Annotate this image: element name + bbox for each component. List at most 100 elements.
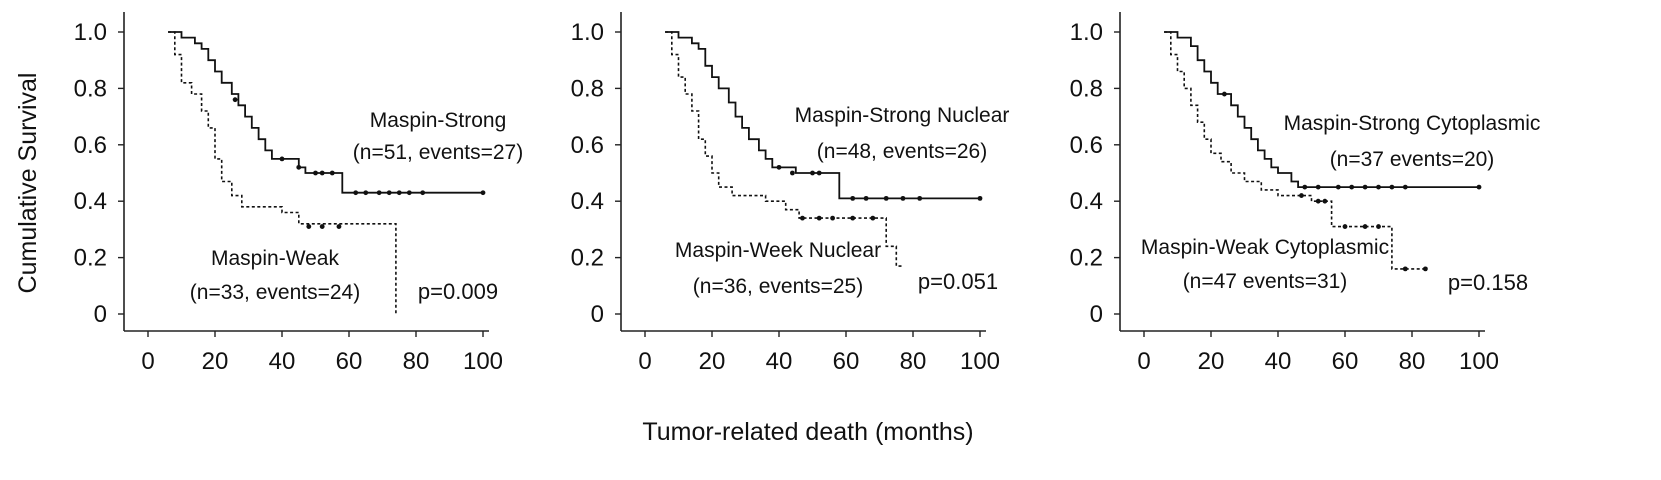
censor-mark xyxy=(977,195,983,201)
censor-mark xyxy=(386,190,392,196)
censor-mark xyxy=(1376,224,1381,229)
x-tick-label: 40 xyxy=(269,348,296,375)
censor-mark xyxy=(790,170,795,176)
y-tick-label: 1.0 xyxy=(571,19,604,46)
x-tick-label: 80 xyxy=(403,348,430,375)
censor-mark xyxy=(1302,184,1308,190)
censor-mark xyxy=(296,164,302,170)
y-tick-label: 0.6 xyxy=(1070,132,1103,159)
censor-mark xyxy=(329,170,335,176)
strong-survival-curve xyxy=(1164,31,1479,188)
x-tick-label: 100 xyxy=(1459,348,1499,375)
weak-survival-curve xyxy=(168,31,397,314)
censor-mark xyxy=(1222,91,1227,97)
censor-mark xyxy=(1349,184,1355,190)
censor-mark xyxy=(319,170,325,176)
censor-mark xyxy=(900,195,906,201)
censor-mark xyxy=(1476,184,1482,190)
weak-series-stats: (n=47 events=31) xyxy=(1183,270,1348,293)
censor-mark xyxy=(406,190,412,196)
y-axis-title: Cumulative Survival xyxy=(14,73,42,294)
censor-mark xyxy=(850,195,856,201)
y-tick-label: 0.2 xyxy=(1070,245,1103,272)
x-tick-label: 0 xyxy=(638,348,651,375)
censor-mark xyxy=(480,190,486,196)
censor-mark xyxy=(863,195,869,201)
censor-mark xyxy=(1315,184,1321,190)
censor-mark xyxy=(1402,184,1408,190)
p-value-label: p=0.158 xyxy=(1448,270,1528,295)
p-value-label: p=0.051 xyxy=(918,269,998,294)
x-tick-label: 100 xyxy=(960,348,1000,375)
censor-mark xyxy=(313,170,318,176)
y-tick-label: 1.0 xyxy=(1070,19,1103,46)
y-tick-label: 0 xyxy=(1090,301,1103,328)
censor-mark xyxy=(376,190,382,196)
y-tick-label: 0.4 xyxy=(571,188,604,215)
censor-mark xyxy=(870,215,876,221)
strong-series-label: Maspin-Strong xyxy=(370,109,507,132)
x-tick-label: 80 xyxy=(900,348,927,375)
censor-mark xyxy=(883,195,889,201)
censor-mark xyxy=(306,224,312,229)
censor-mark xyxy=(810,170,815,176)
censor-mark xyxy=(232,97,238,103)
censor-mark xyxy=(816,215,822,221)
censor-mark xyxy=(1423,266,1428,272)
censor-mark xyxy=(279,156,285,162)
y-tick-label: 0.8 xyxy=(571,75,604,102)
strong-series-label: Maspin-Strong Nuclear xyxy=(795,104,1010,127)
y-tick-label: 0 xyxy=(94,301,107,328)
y-tick-label: 0.2 xyxy=(571,245,604,272)
x-tick-label: 20 xyxy=(1198,348,1225,375)
censor-mark xyxy=(830,215,835,221)
censor-mark xyxy=(1299,193,1304,198)
censor-mark xyxy=(1389,184,1395,190)
y-tick-label: 0.4 xyxy=(74,188,107,215)
y-tick-label: 0.4 xyxy=(1070,188,1103,215)
y-tick-label: 0.8 xyxy=(1070,75,1103,102)
censor-mark xyxy=(1335,184,1341,190)
weak-survival-curve xyxy=(1164,31,1426,270)
censor-mark xyxy=(1342,224,1348,229)
chart-panel-2: 0 0.2 0.4 0.6 0.8 1.0 0 20 40 60 80 100 Maspin-Stron… xyxy=(571,12,1010,375)
y-tick-label: 0.2 xyxy=(74,245,107,272)
weak-series-stats: (n=36, events=25) xyxy=(693,275,863,298)
strong-series-label: Maspin-Strong Cytoplasmic xyxy=(1284,112,1541,135)
strong-series-stats: (n=51, events=27) xyxy=(353,141,523,164)
censor-mark xyxy=(1322,198,1328,204)
censor-mark xyxy=(850,215,856,221)
p-value-label: p=0.009 xyxy=(418,279,498,304)
censor-mark xyxy=(1402,266,1408,272)
x-tick-label: 60 xyxy=(833,348,860,375)
censor-mark xyxy=(1362,184,1368,190)
panels: 0 0.2 0.4 0.6 0.8 1.0 0 20 40 60 80 100 Maspin-Stron… xyxy=(74,12,1541,375)
censor-mark xyxy=(319,224,325,229)
weak-survival-curve xyxy=(665,31,903,267)
censor-mark xyxy=(363,190,369,196)
weak-series-label: Maspin-Weak xyxy=(211,247,339,270)
censor-mark xyxy=(336,224,342,229)
y-tick-label: 0.8 xyxy=(74,75,107,102)
censor-mark xyxy=(1362,224,1368,229)
censor-mark xyxy=(1315,198,1321,204)
y-tick-label: 0 xyxy=(591,301,604,328)
x-tick-label: 0 xyxy=(1137,348,1150,375)
weak-series-label: Maspin-Weak Cytoplasmic xyxy=(1141,236,1389,259)
x-tick-label: 60 xyxy=(336,348,363,375)
x-tick-label: 20 xyxy=(699,348,726,375)
censor-mark xyxy=(816,170,822,176)
strong-survival-curve xyxy=(665,31,980,200)
x-tick-label: 80 xyxy=(1399,348,1426,375)
censor-mark xyxy=(353,190,359,196)
censor-mark xyxy=(396,190,402,196)
strong-series-stats: (n=37 events=20) xyxy=(1330,148,1495,171)
weak-series-label: Maspin-Week Nuclear xyxy=(675,239,881,262)
weak-series-stats: (n=33, events=24) xyxy=(190,281,360,304)
chart-panel-3: 0 0.2 0.4 0.6 0.8 1.0 0 20 40 60 80 100 Maspin-Stron… xyxy=(1070,12,1541,375)
strong-series-stats: (n=48, events=26) xyxy=(817,140,987,163)
x-tick-label: 40 xyxy=(1265,348,1292,375)
y-tick-label: 0.6 xyxy=(74,132,107,159)
x-tick-label: 0 xyxy=(141,348,154,375)
